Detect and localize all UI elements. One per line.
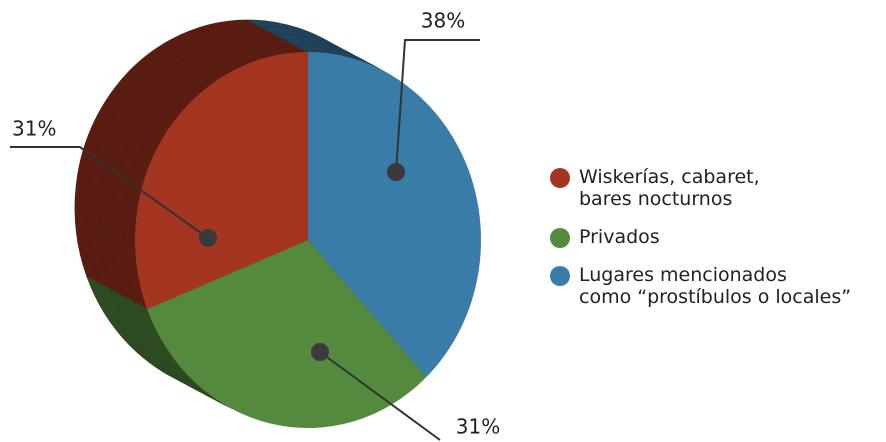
- legend-label: Privados: [579, 226, 660, 248]
- slice: [308, 52, 482, 378]
- legend-label: Wiskerías, cabaret, bares nocturnos: [579, 166, 760, 210]
- leader-dot: [387, 163, 405, 181]
- legend-swatch: [550, 168, 570, 188]
- legend-label: Lugares mencionados como “prostíbulos o …: [579, 264, 852, 308]
- legend: Wiskerías, cabaret, bares nocturnos Priva…: [550, 166, 851, 324]
- leader-line: [319, 351, 441, 441]
- slice: [134, 52, 308, 310]
- legend-item: Wiskerías, cabaret, bares nocturnos: [550, 166, 851, 210]
- legend-item: Lugares mencionados como “prostíbulos o …: [550, 264, 851, 308]
- leader-dot: [311, 343, 329, 361]
- leader-line: [10, 146, 209, 239]
- data-label: 31%: [456, 415, 500, 439]
- legend-swatch: [550, 228, 570, 248]
- data-label: 38%: [421, 9, 465, 33]
- leader-line: [395, 39, 480, 173]
- legend-item: Privados: [550, 226, 851, 248]
- legend-swatch: [550, 266, 570, 286]
- slice: [147, 240, 427, 429]
- data-label: 31%: [12, 117, 56, 141]
- leader-dot: [199, 229, 217, 247]
